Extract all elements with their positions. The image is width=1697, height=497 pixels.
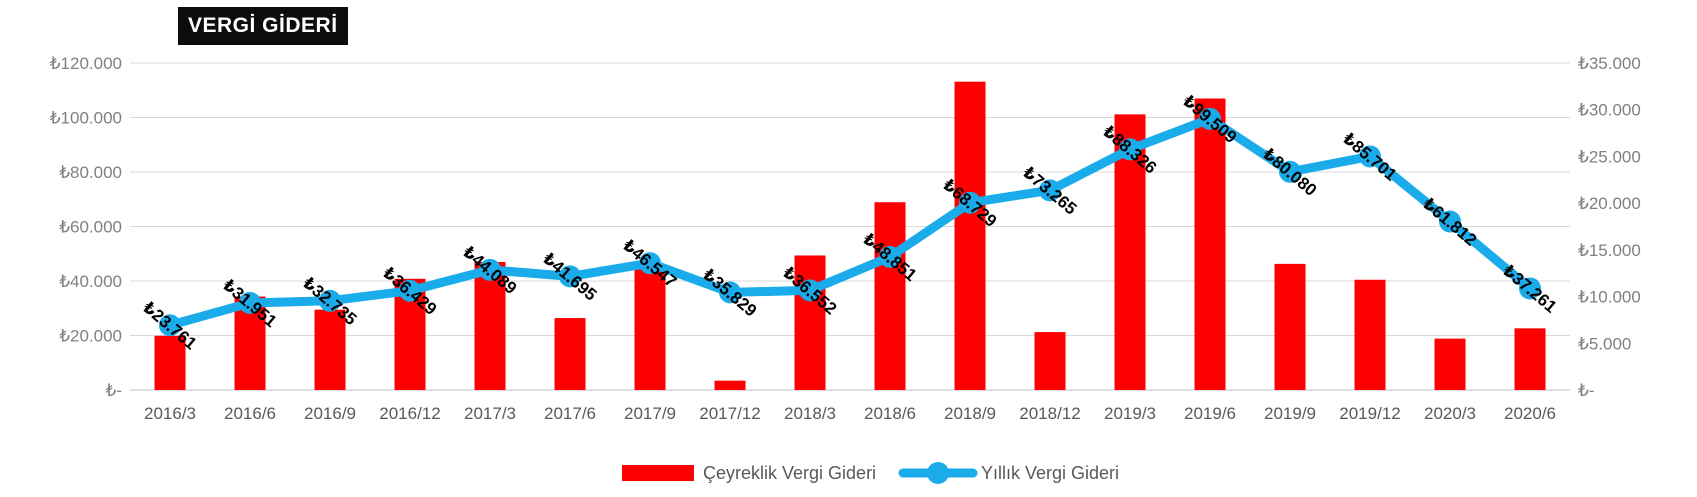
line-point [319, 289, 341, 312]
legend: Çeyreklik Vergi Gideri Yıllık Vergi Gider… [622, 462, 1119, 484]
line-point [479, 258, 501, 281]
right-tick-label: ₺25.000 [1578, 147, 1641, 166]
bar [314, 309, 346, 390]
right-tick-label: ₺15.000 [1578, 241, 1641, 260]
bar [874, 202, 906, 390]
bar-series [154, 81, 1546, 390]
line-point [639, 252, 661, 275]
x-tick-label: 2019/6 [1184, 404, 1236, 423]
line-point [1439, 210, 1461, 233]
x-tick-label: 2018/9 [944, 404, 996, 423]
line-point [719, 281, 741, 304]
left-tick-label: ₺40.000 [59, 272, 122, 291]
x-tick-label: 2018/12 [1019, 404, 1080, 423]
x-tick-label: 2016/3 [144, 404, 196, 423]
right-tick-label: ₺- [1578, 381, 1594, 400]
line-point [559, 265, 581, 288]
x-tick-label: 2017/12 [699, 404, 760, 423]
line-point [1119, 138, 1141, 161]
left-tick-label: ₺60.000 [59, 218, 122, 237]
x-tick-label: 2016/12 [379, 404, 440, 423]
line-point [159, 314, 181, 337]
bar [1514, 328, 1546, 390]
bar [1434, 338, 1466, 390]
left-tick-label: ₺100.000 [50, 109, 122, 128]
bar [474, 262, 506, 390]
x-tick-label: 2016/9 [304, 404, 356, 423]
data-labels: ₺23.761 ₺31.951 ₺32.735 ₺36.429 ₺44.089 ₺41.6… [139, 91, 1560, 353]
line-point [1199, 107, 1221, 130]
bar [714, 380, 746, 390]
line-point [1519, 277, 1541, 300]
x-tick-label: 2020/3 [1424, 404, 1476, 423]
bar [154, 335, 186, 390]
left-axis: ₺- ₺20.000 ₺40.000 ₺60.000 ₺80.000 ₺100.000 ₺1… [50, 54, 122, 400]
data-label: ₺37.261 [1499, 261, 1560, 317]
x-tick-label: 2017/3 [464, 404, 516, 423]
x-tick-label: 2019/12 [1339, 404, 1400, 423]
x-axis: 2016/3 2016/6 2016/9 2016/12 2017/3 2017/6 201… [144, 404, 1556, 423]
legend-swatch-bar [622, 465, 694, 481]
line-path [165, 114, 1535, 330]
right-tick-label: ₺35.000 [1578, 54, 1641, 73]
data-label: ₺61.812 [1419, 194, 1480, 250]
right-tick-label: ₺10.000 [1578, 288, 1641, 307]
bar [794, 255, 826, 390]
line-point [879, 245, 901, 268]
x-tick-label: 2017/6 [544, 404, 596, 423]
line-point [399, 279, 421, 302]
x-tick-label: 2017/9 [624, 404, 676, 423]
bar [1114, 114, 1146, 390]
legend-label: Çeyreklik Vergi Gideri [703, 463, 876, 483]
x-tick-label: 2020/6 [1504, 404, 1556, 423]
right-tick-label: ₺20.000 [1578, 194, 1641, 213]
right-axis: ₺- ₺5.000 ₺10.000 ₺15.000 ₺20.000 ₺25.000 ₺30.… [1578, 54, 1641, 400]
left-tick-label: ₺120.000 [50, 54, 122, 73]
left-tick-label: ₺20.000 [59, 327, 122, 346]
legend-label: Yıllık Vergi Gideri [981, 463, 1119, 483]
bar [554, 318, 586, 390]
line-point [799, 279, 821, 302]
left-tick-label: ₺80.000 [59, 163, 122, 182]
bar [634, 269, 666, 390]
gridlines [130, 62, 1570, 391]
x-tick-label: 2018/3 [784, 404, 836, 423]
bar [1034, 332, 1066, 390]
x-tick-label: 2018/6 [864, 404, 916, 423]
line-point [1039, 179, 1061, 202]
bar [1354, 279, 1386, 390]
x-tick-label: 2019/3 [1104, 404, 1156, 423]
bar [954, 81, 986, 390]
bar [1274, 263, 1306, 390]
chart-title: VERGİ GİDERİ [178, 7, 348, 45]
line-series [159, 107, 1541, 337]
x-tick-label: 2016/6 [224, 404, 276, 423]
bar [1194, 98, 1226, 390]
line-point [239, 291, 261, 314]
right-tick-label: ₺30.000 [1578, 101, 1641, 120]
legend-swatch-marker [927, 462, 949, 484]
line-point [1359, 145, 1381, 168]
line-point [1279, 160, 1301, 183]
left-tick-label: ₺- [106, 381, 122, 400]
line-point [959, 191, 981, 214]
right-tick-label: ₺5.000 [1578, 334, 1631, 353]
x-tick-label: 2019/9 [1264, 404, 1316, 423]
